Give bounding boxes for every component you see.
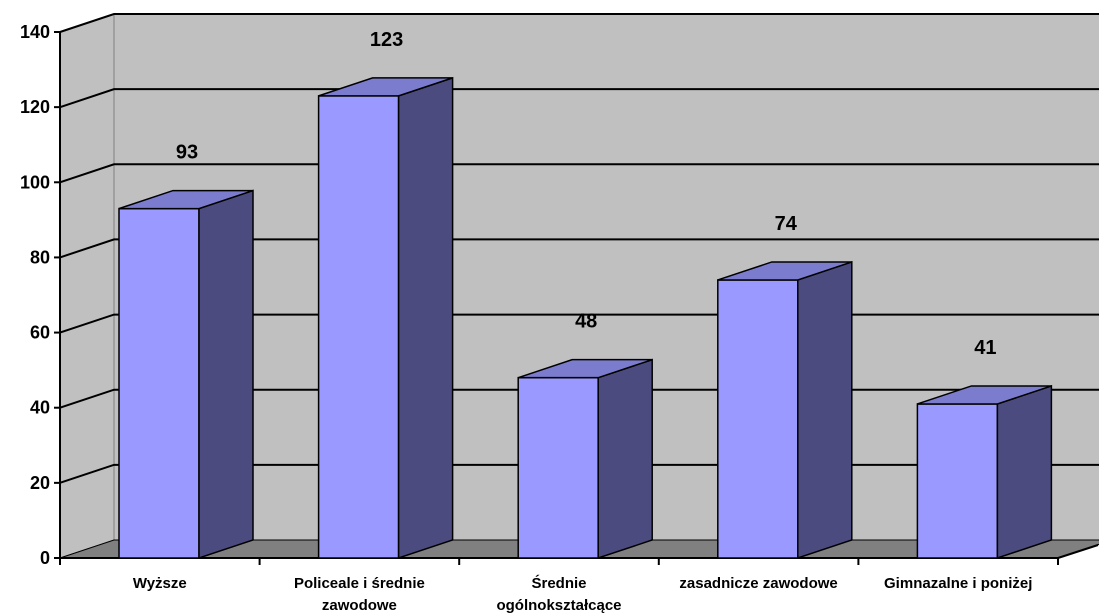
category-label: Gimnazalne i poniżej xyxy=(884,575,1032,592)
y-tick-label: 120 xyxy=(20,97,50,117)
bar-side xyxy=(996,384,1053,560)
bar-front xyxy=(317,95,400,559)
category-label: zawodowe xyxy=(322,597,397,613)
category-label: Wyższe xyxy=(133,575,187,592)
bar-side xyxy=(198,189,254,560)
side-wall xyxy=(59,13,115,559)
y-tick-label: 0 xyxy=(40,548,50,568)
data-label: 41 xyxy=(974,337,996,359)
gridline xyxy=(59,238,1099,259)
bar-top xyxy=(118,189,254,210)
data-label: 93 xyxy=(176,142,198,164)
bar-top xyxy=(717,261,853,281)
gridline xyxy=(59,88,1099,109)
y-tick-label: 80 xyxy=(30,247,50,267)
category-label: ogólnokształcące xyxy=(496,597,621,613)
axes: 0 20 40 60 80 100 120 140 xyxy=(20,22,1099,568)
category-label: zasadnicze zawodowe xyxy=(679,575,837,592)
bar-top xyxy=(318,77,453,97)
bar-top xyxy=(517,358,653,379)
data-label: 48 xyxy=(575,311,597,333)
bars xyxy=(118,76,1053,560)
data-label: 123 xyxy=(370,29,403,51)
bar-front xyxy=(916,403,999,559)
y-tick-label: 40 xyxy=(30,398,50,418)
y-tick-label: 20 xyxy=(30,473,50,493)
category-label: Policeale i średnie xyxy=(294,575,425,592)
bar-front xyxy=(517,376,599,559)
bar-side xyxy=(797,260,853,560)
x-axis-end xyxy=(1057,544,1099,559)
y-tick-label: 140 xyxy=(20,22,50,42)
gridline xyxy=(59,13,1099,33)
bar-front xyxy=(717,279,799,559)
data-label: 74 xyxy=(775,213,798,235)
bar-front xyxy=(118,207,200,559)
y-tick-label: 100 xyxy=(20,172,50,192)
gridline xyxy=(59,163,1099,184)
y-tick-label: 60 xyxy=(30,323,50,343)
category-label: Średnie xyxy=(531,574,586,592)
bar-side xyxy=(597,358,653,560)
bar-side xyxy=(397,76,454,560)
bar-top xyxy=(917,385,1052,405)
labels: 93 Wyższe 123 Policeale i średnie zawodowe 48… xyxy=(133,29,1033,613)
